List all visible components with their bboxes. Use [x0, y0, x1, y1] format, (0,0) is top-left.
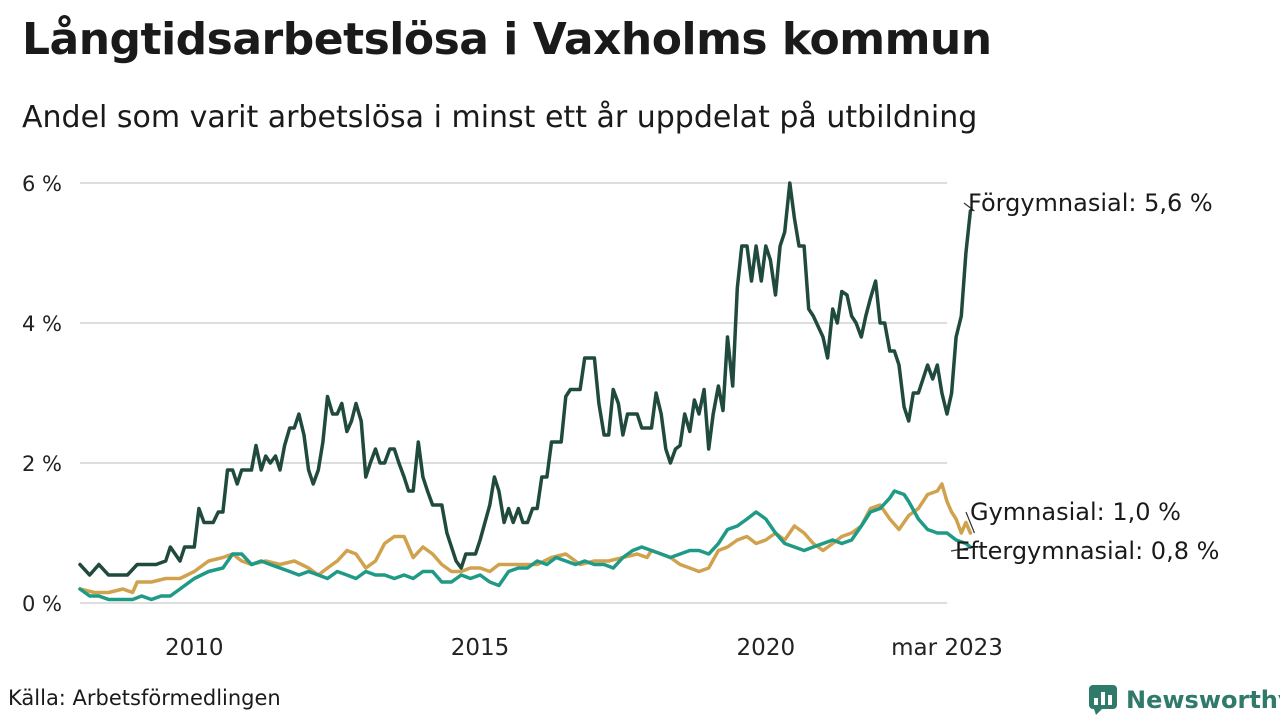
series-label-gymnasial: Gymnasial: 1,0 % — [970, 498, 1181, 526]
y-axis-ticks: 0 % 2 % 4 % 6 % — [22, 172, 62, 616]
grid-lines — [80, 182, 947, 604]
series-lines — [78, 181, 973, 602]
series-line-eftergymnasial — [78, 489, 973, 602]
x-axis-ticks: 2010 2015 2020 mar 2023 — [165, 635, 1003, 661]
brand-name: Newsworthy — [1126, 686, 1280, 714]
x-tick-label: 2010 — [165, 635, 224, 661]
x-tick-label: mar 2023 — [891, 635, 1003, 661]
series-line-forgymnasial — [78, 181, 973, 577]
y-tick-label: 6 % — [22, 172, 62, 196]
label-leader-gymnasial — [965, 511, 975, 534]
label-leader-eftergymnasial — [950, 546, 975, 552]
y-tick-label: 4 % — [22, 312, 62, 336]
chart-title: Långtidsarbetslösa i Vaxholms kommun — [22, 14, 992, 65]
newsworthy-logo-icon — [1089, 685, 1117, 715]
y-tick-label: 2 % — [22, 452, 62, 476]
x-tick-label: 2015 — [451, 635, 510, 661]
series-line-gymnasial — [78, 482, 973, 595]
series-label-forgymnasial: Förgymnasial: 5,6 % — [968, 189, 1213, 217]
chart-subtitle: Andel som varit arbetslösa i minst ett å… — [22, 100, 978, 135]
x-tick-label: 2020 — [737, 635, 796, 661]
newsworthy-logo[interactable]: Newsworthy — [1088, 684, 1280, 716]
y-tick-label: 0 % — [22, 592, 62, 616]
series-end-labels: Förgymnasial: 5,6 % Gymnasial: 1,0 % Efter… — [950, 189, 1219, 565]
series-label-eftergymnasial: Eftergymnasial: 0,8 % — [955, 537, 1219, 565]
source-note: Källa: Arbetsförmedlingen — [8, 686, 281, 710]
label-leader-forgymnasial — [963, 202, 975, 212]
